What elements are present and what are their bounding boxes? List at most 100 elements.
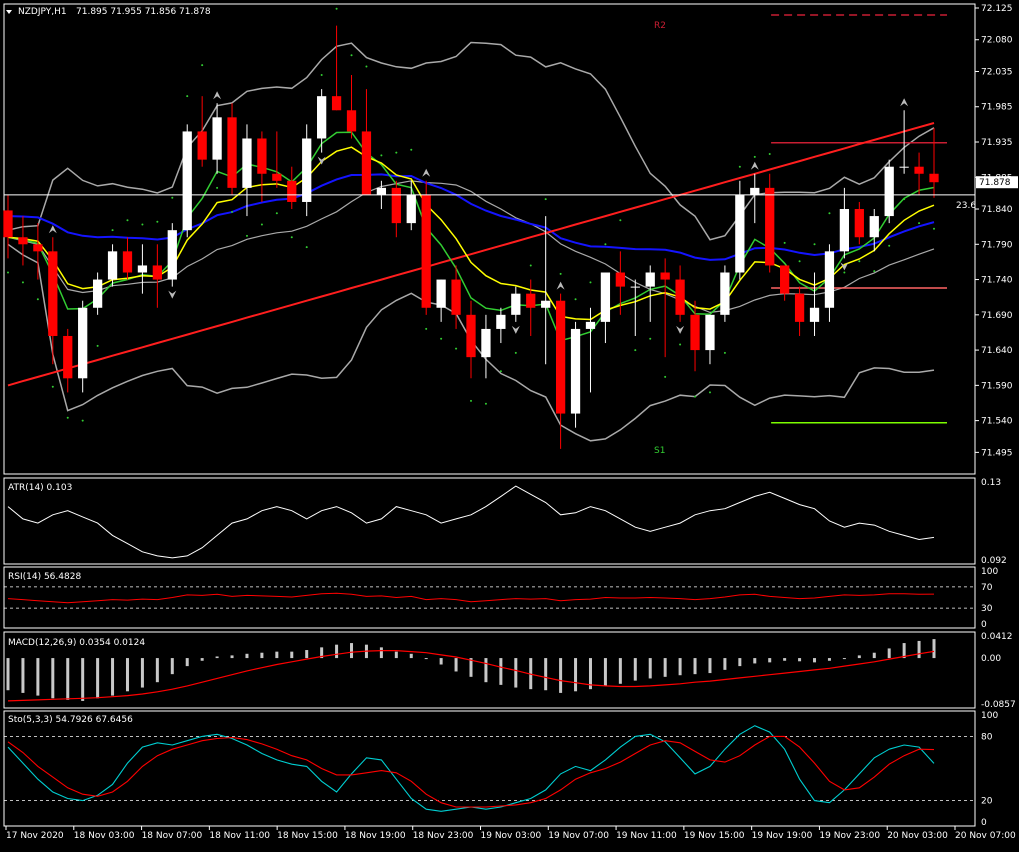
candle-body[interactable] — [3, 210, 13, 238]
candle-body[interactable] — [615, 272, 625, 287]
candle-body[interactable] — [511, 293, 521, 315]
candle-body[interactable] — [735, 194, 745, 273]
candle-body[interactable] — [137, 265, 148, 273]
candle-body[interactable] — [929, 173, 939, 183]
atr-pane[interactable]: 0.13 0.092 — [7, 478, 1007, 566]
macd-histogram-bar — [200, 658, 204, 661]
candle-body[interactable] — [242, 138, 252, 188]
candle-body[interactable] — [869, 216, 879, 238]
psar-dot — [903, 198, 906, 201]
candle-body[interactable] — [406, 194, 416, 224]
psar-dot — [604, 243, 607, 246]
chevron-down-icon[interactable] — [6, 10, 12, 14]
fractal-up-icon — [48, 225, 57, 234]
ma-blue-line — [7, 173, 935, 261]
candle-body[interactable] — [780, 265, 790, 294]
candle-body[interactable] — [346, 110, 357, 132]
price-tick-label: 72.080 — [981, 36, 1013, 46]
candle-body[interactable] — [197, 131, 207, 160]
rsi-pane[interactable]: 100 70 30 0 — [4, 567, 998, 630]
candle-body[interactable] — [302, 138, 312, 202]
candle-body[interactable] — [212, 117, 222, 160]
candle-body[interactable] — [436, 279, 446, 308]
macd-histogram-bar — [6, 658, 10, 691]
candle-body[interactable] — [391, 187, 401, 224]
candle-body[interactable] — [660, 272, 670, 280]
candle-body[interactable] — [287, 180, 297, 202]
current-price-box — [976, 176, 1018, 189]
candle-body[interactable] — [92, 279, 103, 308]
candle-body[interactable] — [122, 251, 133, 273]
candle-body[interactable] — [451, 279, 461, 315]
candle-body[interactable] — [78, 307, 88, 379]
ohlc-label: 71.895 71.955 71.856 71.878 — [76, 7, 211, 17]
time-tick-label: 19 Nov 23:00 — [819, 831, 880, 841]
macd-histogram-bar — [857, 655, 861, 659]
price-tick-label: 71.640 — [981, 346, 1013, 356]
candle-body[interactable] — [48, 251, 58, 336]
candle-body[interactable] — [854, 209, 864, 238]
stochastic-pane[interactable]: 100 80 20 0 — [4, 711, 998, 828]
candle-body[interactable] — [421, 194, 431, 308]
psar-dot — [201, 64, 204, 67]
macd-histogram-bar — [499, 658, 503, 685]
s1-label: S1 — [654, 446, 665, 456]
candle-body[interactable] — [33, 244, 43, 252]
candle-body[interactable] — [272, 173, 282, 181]
candle-body[interactable] — [481, 328, 491, 358]
candles[interactable] — [3, 25, 939, 449]
candle-body[interactable] — [257, 138, 267, 174]
time-tick-label: 18 Nov 07:00 — [142, 831, 203, 841]
psar-dot — [529, 264, 532, 267]
candle-body[interactable] — [794, 293, 805, 322]
candle-body[interactable] — [899, 166, 909, 168]
candle-body[interactable] — [839, 209, 850, 252]
macd-histogram-bar — [290, 651, 294, 659]
candle-body[interactable] — [914, 166, 924, 174]
macd-histogram-bar — [51, 658, 55, 699]
candle-body[interactable] — [182, 131, 192, 231]
macd-histogram-bar — [887, 648, 891, 659]
candle-body[interactable] — [361, 131, 372, 195]
candle-body[interactable] — [884, 166, 894, 217]
candle-body[interactable] — [331, 96, 342, 111]
candle-body[interactable] — [496, 314, 506, 329]
candle-body[interactable] — [690, 314, 700, 351]
candle-body[interactable] — [526, 293, 536, 308]
psar-dot — [708, 391, 711, 394]
candle-body[interactable] — [585, 321, 596, 329]
candle-body[interactable] — [809, 307, 820, 322]
candle-body[interactable] — [555, 300, 566, 414]
candle-body[interactable] — [466, 314, 476, 358]
candle-body[interactable] — [705, 314, 715, 351]
candle-body[interactable] — [541, 300, 551, 308]
price-pane[interactable]: 72.12572.08072.03571.98571.93571.88571.8… — [3, 4, 1018, 458]
candle-body[interactable] — [645, 272, 655, 287]
psar-dot — [395, 151, 398, 154]
sto-tick-label: 100 — [981, 711, 998, 721]
candle-body[interactable] — [18, 237, 28, 245]
macd-histogram-bar — [350, 643, 354, 659]
candle-body[interactable] — [720, 272, 730, 315]
candle-body[interactable] — [570, 328, 581, 414]
candle-body[interactable] — [675, 279, 685, 315]
macd-pane[interactable]: 0.0412 0.00 -0.0857 — [6, 632, 1016, 710]
candle-body[interactable] — [317, 96, 327, 139]
psar-dot — [484, 402, 487, 405]
candle-body[interactable] — [824, 251, 835, 308]
candle-body[interactable] — [376, 187, 387, 195]
candle-body[interactable] — [765, 187, 775, 266]
candle-body[interactable] — [63, 335, 73, 379]
pane-frame-macd — [3, 631, 976, 709]
psar-dot — [156, 220, 159, 223]
candle-body[interactable] — [167, 230, 177, 280]
candle-body[interactable] — [227, 117, 237, 188]
bollinger-middle — [7, 180, 935, 314]
candle-body[interactable] — [750, 187, 760, 195]
candle-body[interactable] — [152, 265, 162, 280]
candle-body[interactable] — [600, 272, 611, 322]
rsi-tick-label: 30 — [981, 604, 993, 614]
candle-body[interactable] — [107, 251, 118, 280]
candle-body[interactable] — [630, 286, 640, 288]
